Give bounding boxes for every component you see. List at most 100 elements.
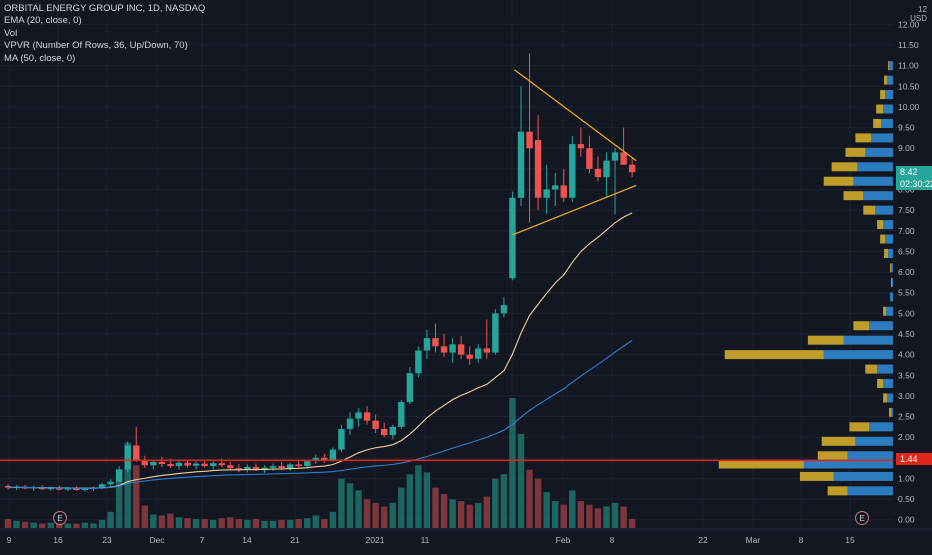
vpvr-up-bar [863,191,893,201]
legend-ma[interactable]: MA (50, close, 0) [4,52,76,64]
price-tick-label: 9.00 [898,143,915,153]
volume-bar [175,517,183,528]
volume-bar [64,523,72,528]
candle-body [329,449,337,460]
legend-title: ORBITAL ENERGY GROUP INC, 1D, NASDAQ [4,3,206,14]
date-tick-label: 14 [242,535,252,545]
price-tick-label: 10.00 [898,102,920,112]
vpvr-up-bar [877,364,893,374]
candle-body [363,412,371,421]
volume-bar [210,519,217,528]
vpvr-down-bar [845,147,866,157]
volume-bar [543,492,550,528]
volume-bar [355,490,362,528]
volume-bar [381,506,388,528]
price-tick-label: 0.50 [898,494,915,504]
time-axis[interactable]: 9 16 23 Dec 7 14 21 2021 11 Feb 8 22 8 Mar 15 [0,528,932,550]
candle-body [286,464,294,469]
candle-body [594,168,602,178]
vpvr-down-bar [817,451,848,461]
volume-bar [389,502,396,528]
candle-body [304,461,311,467]
date-tick-label: 2021 [366,535,385,545]
volume-bar [457,501,465,528]
vpvr-down-bar [877,379,884,389]
candle-body [381,428,388,436]
volume-bar [133,465,140,528]
candle-body [611,152,619,161]
vpvr-down-bar [889,407,892,417]
vpvr-down-bar [827,486,848,496]
vpvr-up-bar [888,248,893,258]
vpvr-up-bar [885,234,893,244]
volume-bar [141,505,148,528]
candle-body [269,466,277,468]
vpvr-up-bar [875,205,893,215]
candle-body [115,469,123,482]
price-tick-label: 2.50 [898,412,915,422]
volume-bar [107,511,114,528]
candle-body [440,346,448,353]
vpvr-down-bar [873,118,882,128]
volume-bar [560,504,567,528]
candle-body [569,144,576,198]
date-tick-label: 11 [421,535,430,545]
volume-bar [483,496,490,528]
vpvr-down-bar [891,277,893,287]
price-tick-label: 7.50 [898,205,915,215]
vpvr-up-bar [892,277,893,287]
vpvr-up-bar [855,436,893,446]
volume-bar [227,517,234,528]
vpvr-up-bar [887,393,893,403]
volume-bar [278,519,285,528]
volume-bar [534,478,542,528]
volume-bar [449,499,456,528]
date-tick-label: Dec [149,535,165,545]
legend: ORBITAL ENERGY GROUP INC, 1D, NASDAQ EMA… [4,3,205,65]
legend-ema[interactable]: EMA (20, close, 0) [4,15,82,27]
vpvr-up-bar [886,306,893,316]
legend-vol[interactable]: Vol [4,27,18,39]
candle-body [158,461,166,465]
vpvr-up-bar [823,350,893,360]
volume-bar [90,523,97,528]
volume-bar [304,518,311,528]
vpvr-down-bar [807,335,844,345]
price-tick-label: 7.00 [898,226,915,236]
candle-body [321,457,328,460]
vpvr-down-bar [884,248,889,258]
vpvr-down-bar [865,364,878,374]
vpvr-up-bar [847,451,893,461]
vpvr-down-bar [718,459,804,469]
volume-bar [423,472,431,528]
candle-body [98,484,106,488]
volume-bar [4,519,12,528]
volume-bar [39,523,46,528]
indicator-lines [7,212,633,489]
legend-vpvr[interactable]: VPVR (Number Of Rows, 36, Up/Down, 70) [4,40,188,52]
vpvr-up-bar [887,75,893,85]
volume-bar [56,523,63,528]
volume-bar [201,519,208,528]
volume-bar [312,515,319,528]
candle-body [628,164,636,173]
price-tick-label: 10.50 [898,81,920,91]
volume-bar [235,519,243,528]
vpvr-up-bar [881,118,893,128]
date-tick-label: 15 [845,535,855,545]
volume-bar [47,522,54,528]
axis-currency: 12 USD [910,5,927,23]
vpvr-up-bar [889,61,893,71]
volume-bar [81,522,89,528]
candle-body [406,373,414,403]
candle-body [56,487,63,490]
candle-body [201,463,208,467]
price-tick-label: 6.50 [898,246,915,256]
price-tick-label: 5.50 [898,288,915,298]
candle-body [192,463,200,466]
volume-bar [286,519,294,528]
vpvr-down-bar [880,234,886,244]
